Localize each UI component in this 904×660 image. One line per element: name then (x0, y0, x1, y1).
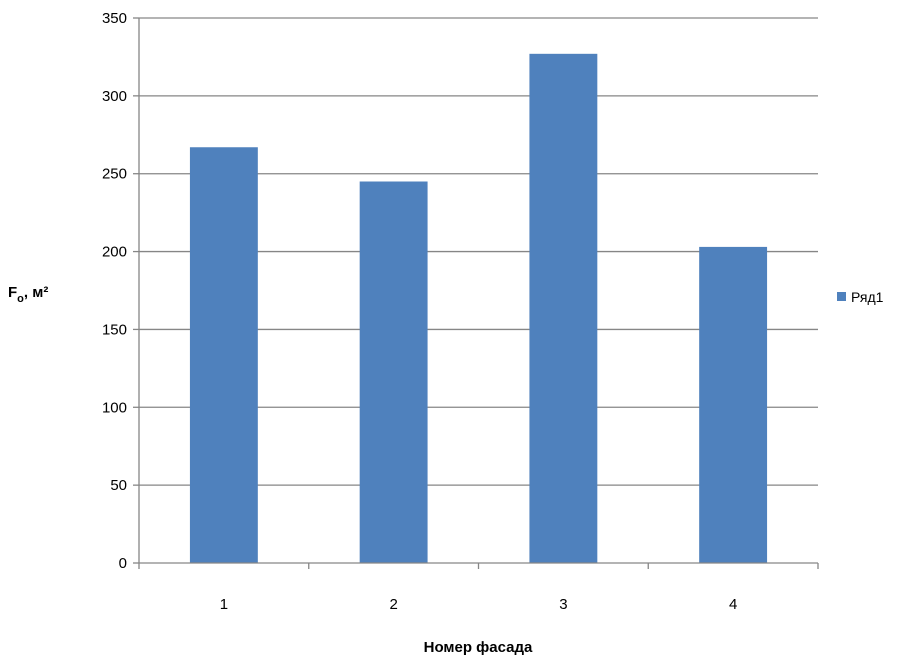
x-axis-title: Номер фасада (424, 639, 533, 656)
y-tick-labels: 0 50 100 150 200 250 300 350 (102, 10, 127, 572)
y-axis-title-main: F (8, 284, 17, 301)
legend-swatch (837, 292, 846, 301)
x-tick-label: 2 (389, 596, 397, 613)
y-tick-label: 100 (102, 399, 127, 416)
bar-facade-2 (359, 181, 428, 563)
y-tick-label: 0 (119, 555, 127, 572)
y-tick-label: 150 (102, 321, 127, 338)
y-tick-label: 300 (102, 88, 127, 105)
x-tick-label: 1 (220, 596, 228, 613)
bars (189, 53, 768, 564)
legend-label: Ряд1 (851, 289, 884, 305)
bar-facade-4 (699, 246, 768, 563)
x-tick-label: 3 (559, 596, 567, 613)
axes (138, 18, 819, 569)
bar-facade-3 (529, 53, 598, 564)
legend: Ряд1 (837, 289, 884, 305)
y-tick-label: 350 (102, 10, 127, 27)
y-tick-label: 200 (102, 244, 127, 261)
bar-facade-1 (189, 147, 258, 563)
y-tick-label: 250 (102, 166, 127, 183)
x-tick-label: 4 (729, 596, 737, 613)
y-tick-label: 50 (110, 477, 127, 494)
y-axis-title: Fо, м² (8, 284, 48, 305)
y-axis-title-unit: , м² (24, 284, 48, 301)
x-tick-labels: 1 2 3 4 (220, 596, 738, 613)
y-axis-title-subscript: о (17, 293, 24, 305)
